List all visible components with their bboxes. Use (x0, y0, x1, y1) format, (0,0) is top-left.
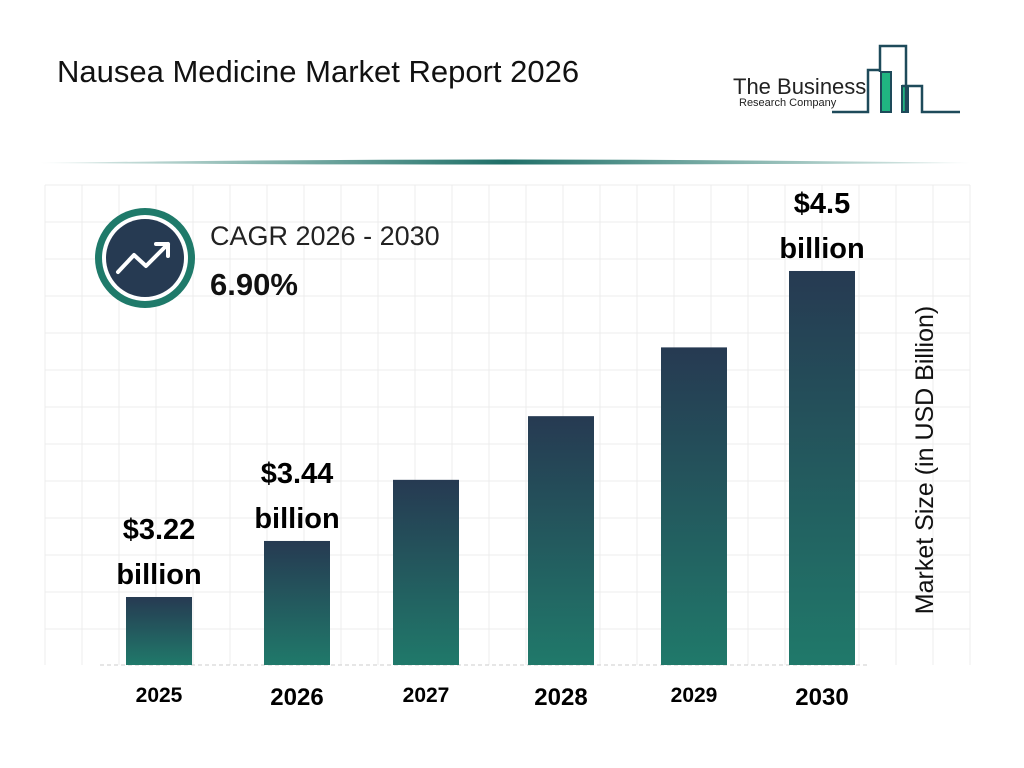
x-tick-label: 2027 (403, 684, 450, 707)
data-label: $3.44 (261, 458, 334, 490)
y-axis-label: Market Size (in USD Billion) (911, 306, 939, 614)
x-tick-label: 2025 (136, 684, 183, 707)
data-label: billion (116, 559, 201, 591)
cagr-value: 6.90% (210, 267, 298, 302)
company-logo: The Business Research Company (733, 44, 960, 114)
logo-line2: Research Company (739, 97, 837, 109)
trending-up-icon (116, 242, 170, 274)
data-label: $3.22 (123, 514, 196, 546)
data-label: billion (779, 233, 864, 265)
x-tick-label: 2026 (270, 684, 323, 711)
bar-2027 (393, 479, 459, 665)
bar-2029 (661, 347, 727, 665)
bar-2030 (789, 270, 855, 665)
cagr-label: CAGR 2026 - 2030 (210, 221, 440, 251)
bar-2028 (528, 416, 594, 665)
data-label: billion (254, 503, 339, 535)
logo-line1: The Business (733, 74, 866, 99)
header-divider (40, 159, 970, 165)
bar-2025 (126, 596, 192, 665)
data-label: $4.5 (794, 188, 850, 220)
x-tick-label: 2028 (534, 684, 587, 711)
x-tick-label: 2030 (795, 684, 848, 711)
bar-2026 (264, 540, 330, 665)
page-title: Nausea Medicine Market Report 2026 (57, 54, 580, 89)
x-tick-label: 2029 (671, 684, 718, 707)
cagr-badge: CAGR 2026 - 2030 6.90% (95, 208, 440, 308)
